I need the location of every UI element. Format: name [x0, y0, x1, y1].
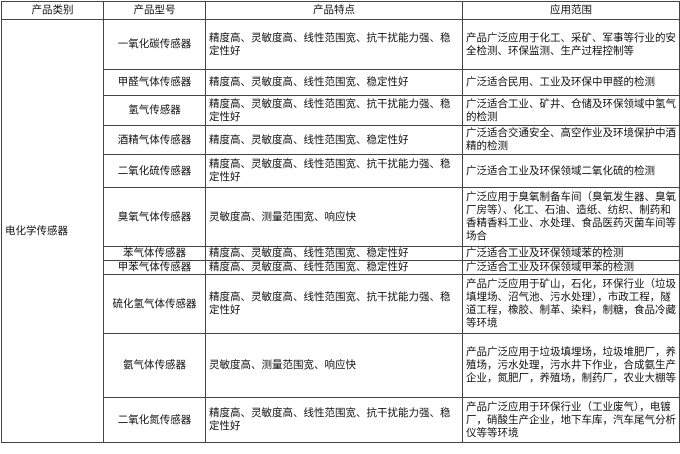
table-row: 氢气传感器 精度高、灵敏度高、线性范围宽、抗干扰能力强、稳定性好 广泛适合工业、矿井… [2, 95, 680, 126]
table-row: 酒精气体传感器 精度高、灵敏度高、线性范围宽、稳定性好 广泛适合交通安全、高空作业及… [2, 125, 680, 155]
application-cell: 广泛适合民用、工业及环保中甲醛的检测 [462, 69, 680, 96]
table-row: 氨气体传感器 灵敏度高、测量范围宽、响应快 产品广泛应用于垃圾填埋场，垃圾堆肥厂，养… [2, 333, 680, 398]
application-cell: 广泛适合工业及环保领域甲苯的检测 [462, 260, 680, 275]
application-cell: 产品广泛应用于矿山，石化，环保行业（垃圾填埋场、沼气池、污水处理），市政工程，隧… [462, 274, 680, 334]
table-row: 臭氧气体传感器 灵敏度高、测量范围宽、响应快 广泛应用于臭氧制备车间（臭氧发生器、臭… [2, 187, 680, 247]
application-cell: 产品广泛应用于环保行业（工业废气），电镀厂，硝酸生产企业，地下车库，汽车尾气分析… [462, 397, 680, 443]
feature-cell: 精度高、灵敏度高、线性范围宽、抗干扰能力强、稳定性好 [205, 95, 463, 126]
feature-cell: 精度高、灵敏度高、线性范围宽、抗干扰能力强、稳定性好 [205, 154, 463, 188]
application-cell: 广泛适合工业、矿井、仓储及环保领域中氢气的检测 [462, 95, 680, 126]
model-cell: 一氧化碳传感器 [103, 19, 206, 70]
model-cell: 二氧化氮传感器 [103, 397, 206, 443]
application-cell: 广泛应用于臭氧制备车间（臭氧发生器、臭氧厂房等）、化工、石油、造纸、纺织、制药和… [462, 187, 680, 247]
feature-cell: 精度高、灵敏度高、线性范围宽、稳定性好 [205, 246, 463, 261]
model-cell: 甲苯气体传感器 [103, 260, 206, 275]
header-cell: 产品型号 [103, 1, 206, 20]
feature-cell: 精度高、灵敏度高、线性范围宽、稳定性好 [205, 125, 463, 155]
header-cell: 应用范围 [462, 1, 680, 20]
model-cell: 硫化氢气体传感器 [103, 274, 206, 334]
model-cell: 苯气体传感器 [103, 246, 206, 261]
model-cell: 甲醛气体传感器 [103, 69, 206, 96]
application-cell: 广泛适合工业及环保领域二氧化硫的检测 [462, 154, 680, 188]
model-cell: 臭氧气体传感器 [103, 187, 206, 247]
table-body: 电化学传感器 一氧化碳传感器 精度高、灵敏度高、线性范围宽、抗干扰能力强、稳定性好产… [1, 19, 680, 443]
table-row: 电化学传感器 一氧化碳传感器 精度高、灵敏度高、线性范围宽、抗干扰能力强、稳定性好产… [1, 19, 680, 443]
table-row: 甲苯气体传感器 精度高、灵敏度高、线性范围宽、稳定性好 广泛适合工业及环保领域甲苯的… [2, 260, 680, 275]
model-cell: 酒精气体传感器 [103, 125, 206, 155]
table-row: 甲醛气体传感器 精度高、灵敏度高、线性范围宽、稳定性好 广泛适合民用、工业及环保中甲… [2, 69, 680, 96]
feature-cell: 精度高、灵敏度高、线性范围宽、稳定性好 [205, 69, 463, 96]
feature-cell: 灵敏度高、测量范围宽、响应快 [205, 333, 463, 398]
feature-cell: 灵敏度高、测量范围宽、响应快 [205, 187, 463, 247]
header-cell: 产品类别 [1, 1, 104, 20]
application-cell: 产品广泛应用于化工、采矿、军事等行业的安全检测、环保监测、生产过程控制等 [462, 19, 680, 70]
table-row: 硫化氢气体传感器 精度高、灵敏度高、线性范围宽、抗干扰能力强、稳定性好 产品广泛应用… [2, 274, 680, 334]
table-row: 二氧化氮传感器 精度高、灵敏度高、线性范围宽、抗干扰能力强、稳定性好 产品广泛应用于… [2, 397, 680, 443]
feature-cell: 精度高、灵敏度高、线性范围宽、稳定性好 [205, 260, 463, 275]
application-cell: 产品广泛应用于垃圾填埋场，垃圾堆肥厂，养殖场，污水处理，污水井下作业，合成氨生产… [462, 333, 680, 398]
feature-cell: 精度高、灵敏度高、线性范围宽、抗干扰能力强、稳定性好 [205, 19, 463, 70]
feature-cell: 精度高、灵敏度高、线性范围宽、抗干扰能力强、稳定性好 [205, 397, 463, 443]
feature-cell: 精度高、灵敏度高、线性范围宽、抗干扰能力强、稳定性好 [205, 274, 463, 334]
header-row: 产品类别 产品型号 产品特点 应用范围 [1, 1, 680, 20]
category-cell: 电化学传感器 [1, 19, 104, 443]
header-cell: 产品特点 [205, 1, 463, 20]
application-cell: 广泛适合工业及环保领域苯的检测 [462, 246, 680, 261]
model-cell: 氢气传感器 [103, 95, 206, 126]
table-row: 苯气体传感器 精度高、灵敏度高、线性范围宽、稳定性好 广泛适合工业及环保领域苯的检测 [2, 246, 680, 261]
model-cell: 二氧化硫传感器 [103, 154, 206, 188]
application-cell: 广泛适合交通安全、高空作业及环境保护中酒精的检测 [462, 125, 680, 155]
sensor-table: 产品类别 产品型号 产品特点 应用范围 电化学传感器 一氧化碳传感器 精度高、灵敏度… [1, 1, 680, 443]
model-cell: 氨气体传感器 [103, 333, 206, 398]
table-row: 二氧化硫传感器 精度高、灵敏度高、线性范围宽、抗干扰能力强、稳定性好 广泛适合工业及… [2, 154, 680, 188]
